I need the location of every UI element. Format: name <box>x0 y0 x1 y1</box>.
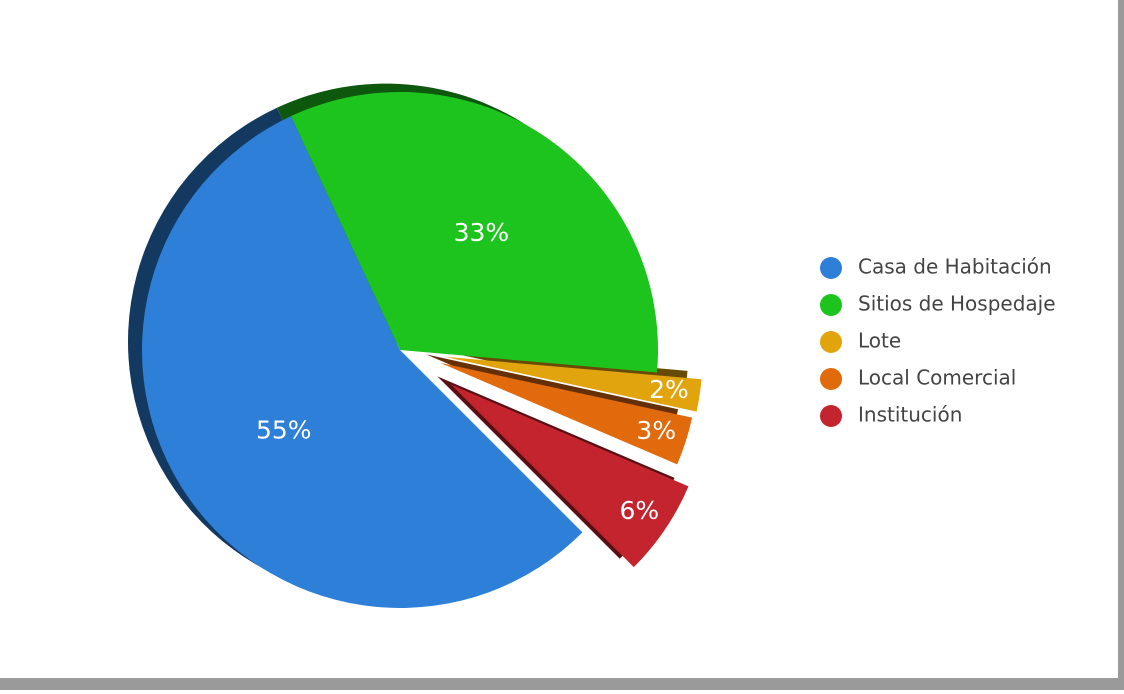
legend-marker <box>820 257 842 279</box>
legend-label: Institución <box>858 403 962 427</box>
frame-bottom <box>0 678 1124 690</box>
legend: Casa de Habitación Sitios de Hospedaje Lot… <box>820 255 1056 427</box>
legend-marker <box>820 368 842 390</box>
frame-right <box>1118 0 1124 690</box>
legend-marker <box>820 294 842 316</box>
legend-label: Casa de Habitación <box>858 255 1052 279</box>
slice <box>440 362 693 465</box>
data-label: 6% <box>620 496 660 525</box>
data-label: 55% <box>256 415 312 444</box>
legend-marker <box>820 331 842 353</box>
slice <box>141 116 583 609</box>
data-label: 33% <box>454 218 510 247</box>
legend-label: Local Comercial <box>858 366 1016 390</box>
slice <box>290 91 659 373</box>
legend-label: Lote <box>858 329 901 353</box>
legend-marker <box>820 405 842 427</box>
legend-label: Sitios de Hospedaje <box>858 292 1056 316</box>
slice <box>444 356 702 412</box>
data-label: 2% <box>649 375 689 404</box>
pie: 55% 33% 2% 3% 6% <box>128 83 702 609</box>
data-label: 3% <box>636 416 676 445</box>
slice <box>451 384 689 568</box>
